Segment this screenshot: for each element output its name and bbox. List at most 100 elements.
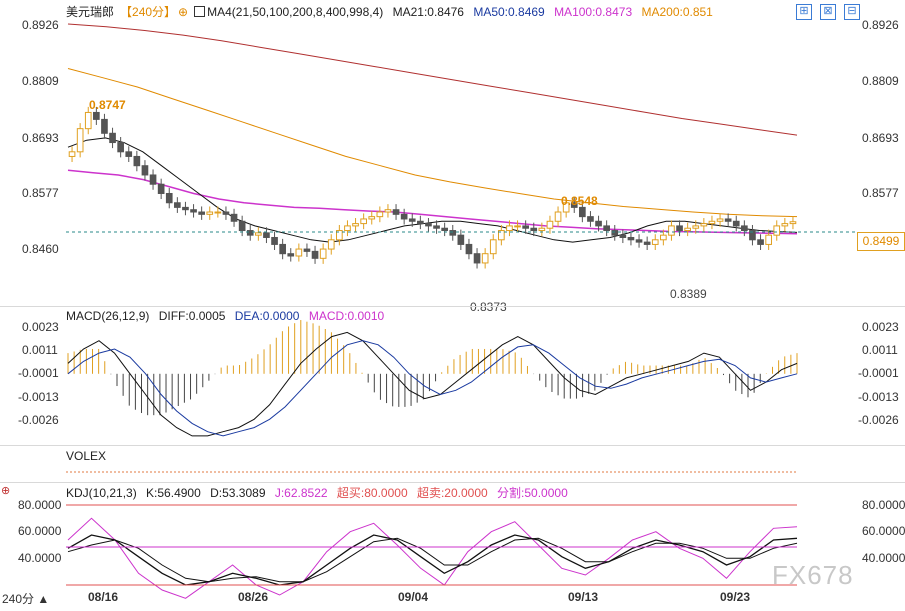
candle-body (295, 248, 303, 257)
candle-body (554, 211, 562, 222)
candle-body (368, 216, 376, 220)
candle-body (238, 220, 246, 232)
candle-body (724, 218, 732, 222)
candle-body (174, 202, 181, 208)
candle-body (741, 225, 748, 232)
ma100-value: MA100:0.8473 (554, 5, 633, 19)
candle-body (660, 234, 667, 241)
kdj-tick: 80.0000 (18, 498, 62, 512)
minimize-icon[interactable]: ⊟ (844, 4, 860, 20)
macd-tick: -0.0013 (18, 390, 59, 404)
candle-body (789, 221, 797, 225)
candle-body (352, 223, 359, 227)
candle-body (303, 248, 311, 252)
candle-body (190, 209, 197, 213)
kdj-k-line (67, 534, 798, 586)
candle-body (425, 223, 432, 227)
main-legend: 美元瑞郎 【240分】 ⊕ MA4(21,50,100,200,8,400,998,4… (66, 4, 719, 20)
macd-diff: DIFF:0.0005 (158, 309, 226, 323)
kdj-j: J:62.8522 (274, 486, 328, 500)
candle-body (749, 230, 756, 241)
candle-body (692, 225, 700, 229)
candle-body (530, 227, 538, 232)
candle-body (417, 220, 424, 225)
watermark: FX678 (772, 560, 854, 590)
date-tick: 08/16 (88, 590, 119, 604)
candle-body (246, 230, 254, 236)
candle-body (133, 155, 141, 167)
ma21-value: MA21:0.8476 (392, 5, 464, 19)
candle-body (522, 225, 529, 229)
candle-body (587, 216, 594, 222)
kdj-tick-right: 80.0000 (862, 498, 905, 512)
add-indicator-icon[interactable]: ⊕ (178, 5, 189, 19)
candle-body (684, 227, 691, 232)
candle-body (230, 213, 238, 222)
kdj-d: D:53.3089 (210, 486, 266, 500)
ma100-line (67, 169, 798, 235)
candle-body (93, 111, 100, 120)
candle-body (732, 220, 740, 227)
divider-price-macd (0, 306, 905, 307)
candle-body (255, 232, 262, 236)
candle-body (222, 211, 230, 215)
kdj-d-line (67, 537, 798, 583)
candle-body (141, 165, 149, 176)
candle-body (765, 234, 772, 245)
macd-panel (67, 320, 798, 437)
candle-body (327, 239, 335, 250)
candle-body (400, 213, 408, 220)
divider-macd-volex (0, 445, 905, 446)
candle-body (473, 253, 481, 264)
macd-tick-right: 0.0023 (862, 320, 899, 334)
candle-body (392, 209, 400, 215)
candle-body (506, 225, 513, 232)
kdj-k: K:56.4900 (146, 486, 201, 500)
candle-body (408, 218, 416, 222)
ma-params: MA4(21,50,100,200,8,400,998,4) (207, 5, 384, 19)
candle-body (603, 225, 610, 232)
timeframe-tag[interactable]: 【240分】 (120, 5, 177, 19)
price-tick: 0.8809 (22, 74, 59, 88)
crosshair-icon[interactable]: ⊕ (1, 485, 11, 497)
candle-body (279, 243, 286, 255)
expand-icon[interactable]: ⊞ (796, 4, 812, 20)
candle-body (700, 223, 708, 227)
candle-body (441, 227, 448, 232)
candle-body (651, 239, 659, 245)
ma50-value: MA50:0.8469 (473, 5, 545, 19)
kdj-tick: 40.0000 (18, 551, 62, 565)
kdj-tick: 60.0000 (18, 524, 62, 538)
candle-body (149, 174, 157, 185)
candle-body (157, 183, 165, 194)
candle-body (182, 206, 189, 211)
candle-body (481, 253, 489, 264)
close-panel-icon[interactable]: ⊠ (820, 4, 836, 20)
kdj-panel (67, 517, 798, 599)
price-tick-right: 0.8926 (862, 18, 899, 32)
candle-body (263, 232, 270, 238)
candle-body (635, 239, 643, 243)
candle-body (206, 211, 214, 215)
price-tick-right: 0.8577 (862, 186, 899, 200)
macd-tick: 0.0011 (22, 343, 58, 357)
candle-body (271, 236, 278, 245)
macd-legend: MACD(26,12,9) DIFF:0.0005 DEA:0.0000 MAC… (66, 308, 390, 324)
candle-body (668, 225, 675, 236)
candle-body (84, 111, 92, 130)
macd-tick: -0.0001 (18, 366, 59, 380)
candle-body (627, 236, 635, 241)
candle-body (376, 211, 384, 218)
kdj-tick-right: 40.0000 (862, 551, 905, 565)
candle-body (68, 151, 76, 157)
timeframe-selector[interactable]: 240分 ▲ (2, 592, 50, 606)
candle-body (76, 128, 84, 153)
candle-body (117, 142, 124, 153)
candle-body (546, 220, 554, 229)
macd-value: MACD:0.0010 (308, 309, 385, 323)
candle-body (514, 225, 521, 228)
macd-tick: 0.0023 (22, 320, 59, 334)
macd-tick-right: -0.0013 (858, 390, 899, 404)
price-tick: 0.8460 (22, 242, 59, 256)
